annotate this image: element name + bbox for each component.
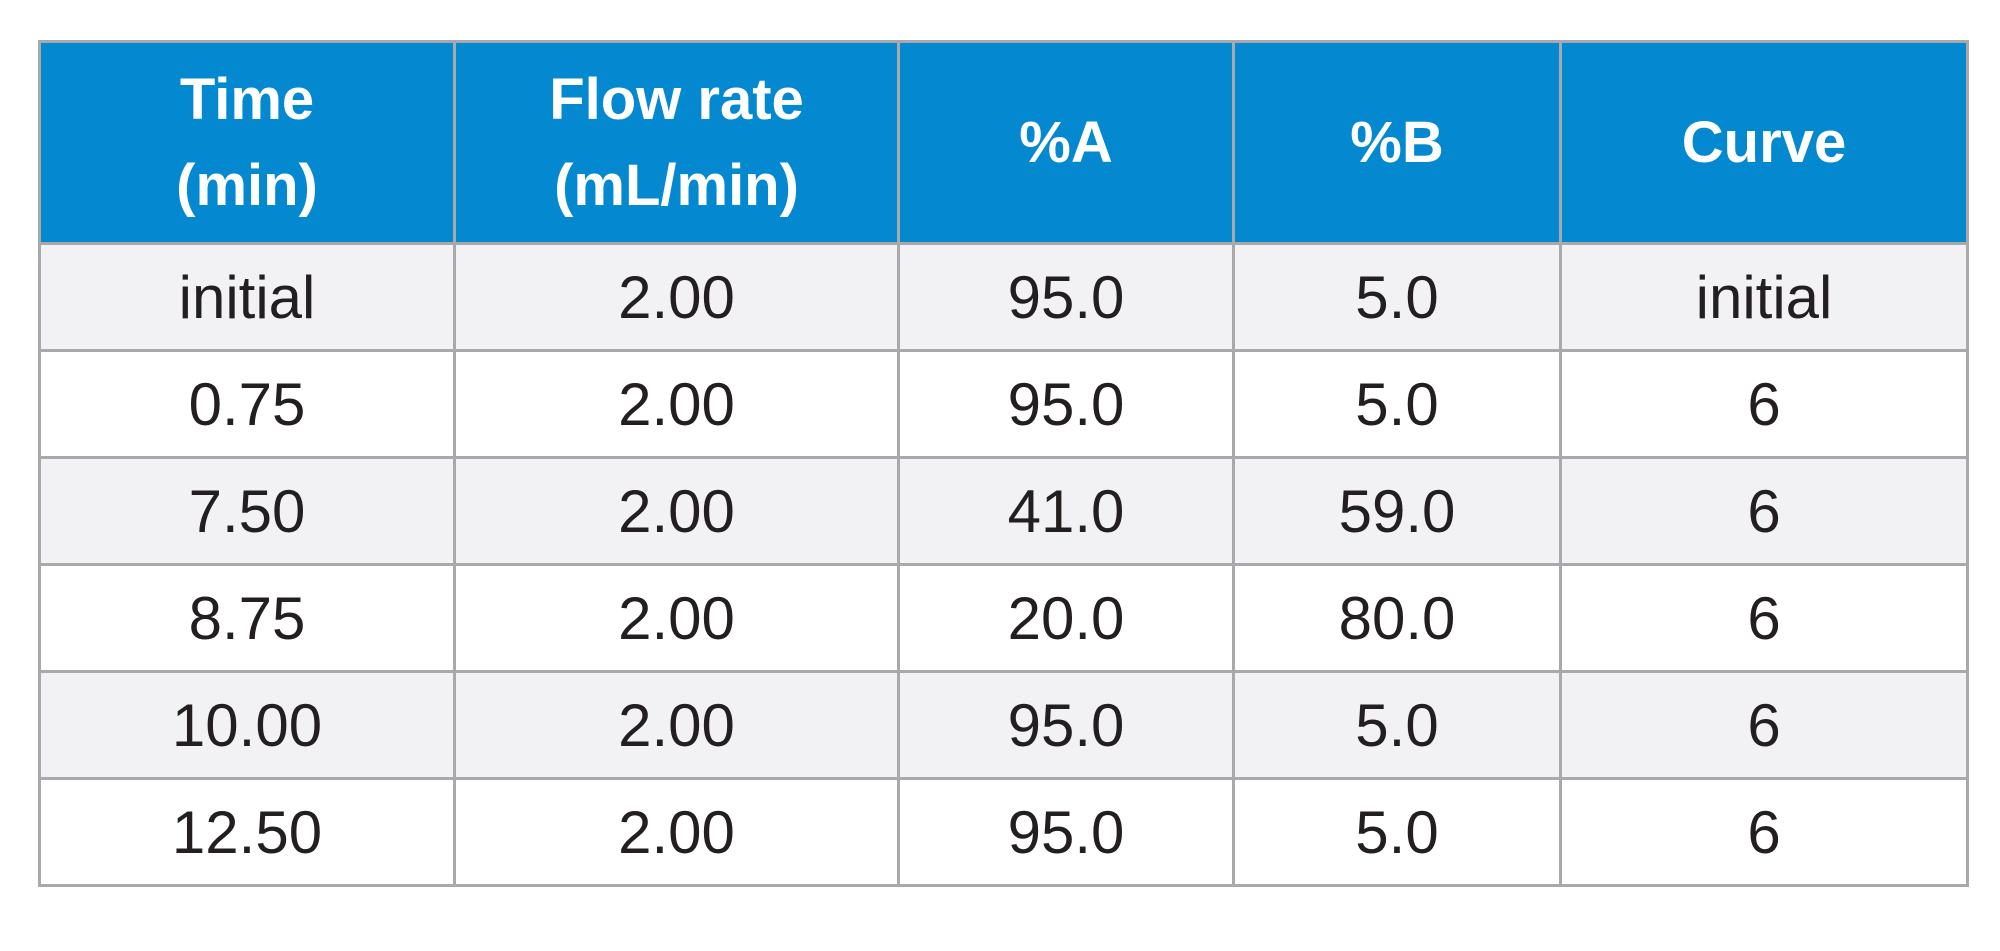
- cell-time: initial: [38, 242, 456, 352]
- header-row: Time (min) Flow rate (mL/min) %A %B Curv…: [38, 40, 1969, 245]
- header-flow-rate: Flow rate (mL/min): [453, 40, 900, 245]
- cell-flow-rate: 2.00: [453, 349, 900, 459]
- table-row: 0.75 2.00 95.0 5.0 6: [38, 349, 1969, 459]
- cell-curve: 6: [1559, 456, 1969, 566]
- gradient-table: Time (min) Flow rate (mL/min) %A %B Curv…: [38, 40, 1969, 887]
- header-time-line-2: (min): [176, 152, 318, 218]
- header-percent-a-label: %A: [1019, 109, 1113, 175]
- cell-percent-b: 5.0: [1232, 349, 1562, 459]
- cell-curve: 6: [1559, 349, 1969, 459]
- table-body: initial 2.00 95.0 5.0 initial 0.75 2.00 …: [38, 242, 1969, 887]
- cell-flow-rate: 2.00: [453, 563, 900, 673]
- header-percent-b-label: %B: [1350, 109, 1444, 175]
- cell-percent-a: 95.0: [897, 777, 1235, 887]
- header-time-line-1: Time: [179, 66, 315, 132]
- cell-percent-a: 95.0: [897, 670, 1235, 780]
- header-curve-label: Curve: [1681, 109, 1847, 175]
- table-header: Time (min) Flow rate (mL/min) %A %B Curv…: [38, 40, 1969, 245]
- table-row: 8.75 2.00 20.0 80.0 6: [38, 563, 1969, 673]
- table-row: 7.50 2.00 41.0 59.0 6: [38, 456, 1969, 566]
- gradient-table-container: Time (min) Flow rate (mL/min) %A %B Curv…: [38, 40, 1969, 887]
- cell-curve: 6: [1559, 563, 1969, 673]
- cell-time: 12.50: [38, 777, 456, 887]
- cell-time: 10.00: [38, 670, 456, 780]
- cell-curve: initial: [1559, 242, 1969, 352]
- cell-time: 7.50: [38, 456, 456, 566]
- header-time: Time (min): [38, 40, 456, 245]
- cell-percent-a: 95.0: [897, 349, 1235, 459]
- cell-percent-b: 59.0: [1232, 456, 1562, 566]
- cell-percent-a: 95.0: [897, 242, 1235, 352]
- cell-percent-b: 5.0: [1232, 777, 1562, 887]
- header-curve: Curve: [1559, 40, 1969, 245]
- header-percent-a: %A: [897, 40, 1235, 245]
- header-flow-rate-line-2: (mL/min): [554, 152, 799, 218]
- cell-time: 8.75: [38, 563, 456, 673]
- cell-flow-rate: 2.00: [453, 670, 900, 780]
- header-percent-b: %B: [1232, 40, 1562, 245]
- cell-flow-rate: 2.00: [453, 777, 900, 887]
- table-row: 12.50 2.00 95.0 5.0 6: [38, 777, 1969, 887]
- cell-percent-b: 5.0: [1232, 242, 1562, 352]
- cell-flow-rate: 2.00: [453, 242, 900, 352]
- cell-curve: 6: [1559, 777, 1969, 887]
- cell-percent-b: 80.0: [1232, 563, 1562, 673]
- cell-flow-rate: 2.00: [453, 456, 900, 566]
- cell-time: 0.75: [38, 349, 456, 459]
- header-flow-rate-line-1: Flow rate: [549, 66, 804, 132]
- cell-curve: 6: [1559, 670, 1969, 780]
- cell-percent-a: 41.0: [897, 456, 1235, 566]
- table-row: initial 2.00 95.0 5.0 initial: [38, 242, 1969, 352]
- cell-percent-b: 5.0: [1232, 670, 1562, 780]
- cell-percent-a: 20.0: [897, 563, 1235, 673]
- table-row: 10.00 2.00 95.0 5.0 6: [38, 670, 1969, 780]
